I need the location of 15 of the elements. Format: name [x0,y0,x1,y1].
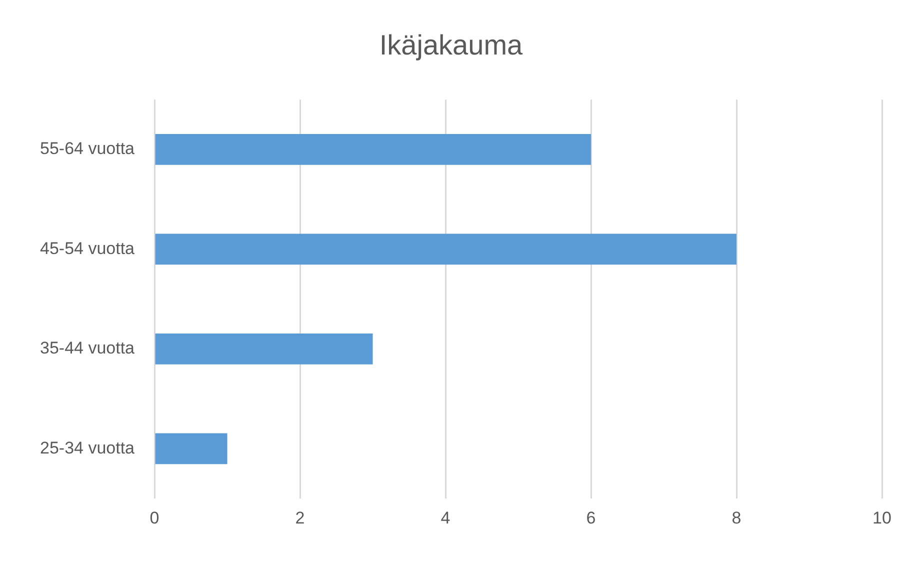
x-tick-label: 4 [440,508,450,528]
y-tick-label: 45-54 vuotta [40,238,136,258]
bar [155,433,228,464]
y-tick-label: 55-64 vuotta [40,139,136,158]
x-tick-label: 2 [295,508,305,528]
x-tick-label: 8 [732,508,742,528]
y-tick-label: 25-34 vuotta [40,438,136,458]
bar [155,134,592,165]
bar [155,234,737,265]
x-tick-label: 6 [586,508,596,528]
chart-title: Ikäjakauma [379,30,524,61]
x-tick-label: 0 [150,508,160,528]
bar [155,334,373,364]
x-tick-label: 10 [872,508,892,528]
y-tick-label: 35-44 vuotta [40,338,136,358]
